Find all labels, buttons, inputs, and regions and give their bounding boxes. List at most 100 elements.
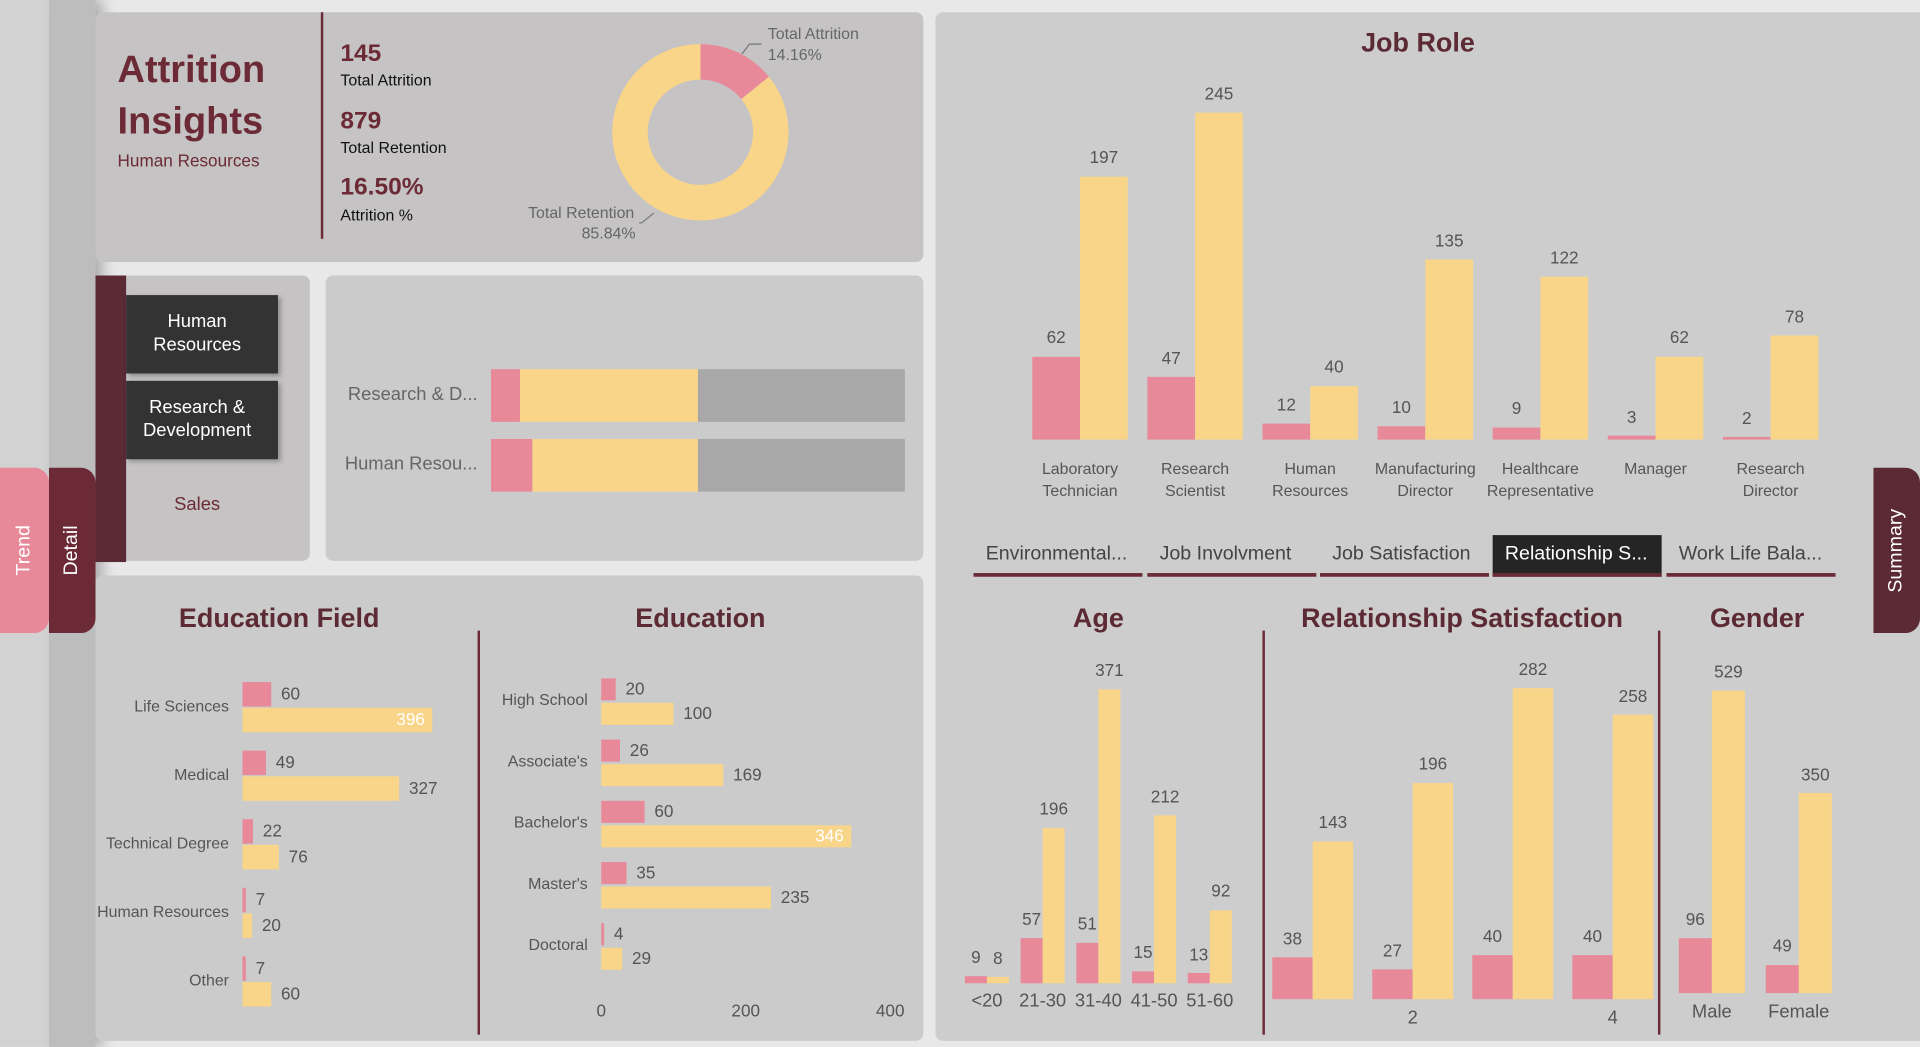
tab-label[interactable]: Work Life Bala...	[1678, 543, 1823, 565]
chart-title: Age	[1072, 602, 1124, 634]
chart-title: Education	[635, 602, 766, 634]
value-label: 2	[1741, 407, 1752, 428]
value-label: 396	[396, 709, 425, 729]
slicer-button[interactable]	[126, 380, 278, 460]
tab[interactable]	[1666, 535, 1836, 577]
x-tick-label: Male	[1691, 1001, 1732, 1023]
value-label: 96	[1685, 909, 1705, 929]
bar	[1032, 356, 1081, 440]
bar	[1080, 176, 1128, 440]
value-label: 7	[255, 889, 266, 909]
value-label: 47	[1161, 347, 1181, 368]
bar	[1425, 259, 1474, 440]
x-tick-label: 200	[731, 1000, 761, 1021]
bar	[242, 750, 266, 776]
value-label: 26	[629, 739, 649, 760]
value-label: 197	[1089, 147, 1119, 168]
value-label: 100	[683, 703, 712, 723]
bar	[601, 886, 772, 909]
bar	[1711, 690, 1745, 994]
value-label: 9	[971, 947, 981, 967]
bar	[1612, 714, 1654, 1000]
y-tick-label: Associate's	[507, 751, 588, 771]
value-label: 76	[288, 846, 308, 867]
bar	[986, 976, 1009, 984]
y-tick-label: Technical Degree	[105, 833, 229, 853]
value-label: 122	[1549, 247, 1579, 268]
bar	[242, 776, 400, 801]
bar-segment	[491, 369, 520, 422]
bar	[1262, 423, 1311, 440]
value-label: 4	[613, 923, 624, 944]
value-label: 60	[281, 683, 301, 704]
donut-slice	[612, 44, 789, 221]
divider	[1262, 630, 1265, 1035]
bar	[1377, 426, 1426, 440]
value-label: 346	[815, 825, 844, 846]
slicer-button[interactable]	[126, 295, 278, 374]
value-label: 196	[1039, 798, 1068, 819]
bar	[1512, 688, 1554, 1000]
y-tick-label: Human Resou...	[344, 453, 478, 475]
chart-title: Education Field	[178, 602, 380, 634]
y-tick-label: Other	[189, 970, 229, 990]
tab[interactable]	[1492, 535, 1662, 577]
bar	[1209, 910, 1232, 984]
chart-title: Job Role	[1361, 27, 1475, 58]
tab-label[interactable]: Job Involvment	[1159, 543, 1292, 565]
bar	[1540, 276, 1589, 440]
tab-label[interactable]: Relationship S...	[1504, 543, 1648, 565]
kpi-value: 145	[340, 40, 382, 68]
value-label: 62	[1046, 327, 1066, 348]
value-label: 40	[1482, 925, 1503, 946]
tab[interactable]	[973, 535, 1143, 577]
bar	[1655, 356, 1704, 440]
y-tick-label: High School	[501, 690, 588, 709]
slicer-option[interactable]: Human Resources	[153, 311, 242, 356]
bar	[242, 956, 246, 981]
bar	[1770, 335, 1819, 440]
value-label: 196	[1418, 753, 1448, 774]
value-label: 15	[1133, 942, 1153, 962]
value-label: 327	[408, 777, 438, 798]
value-label: 13	[1189, 943, 1209, 964]
value-label: 12	[1276, 394, 1296, 415]
tab-label[interactable]: Job Satisfaction	[1332, 543, 1471, 565]
slicer-option[interactable]: Research & Development	[143, 397, 252, 441]
divider	[477, 630, 481, 1035]
value-label: 92	[1211, 881, 1231, 901]
bar	[1147, 376, 1196, 440]
leader-line	[741, 43, 762, 55]
value-label: 212	[1150, 786, 1180, 806]
bar	[242, 707, 433, 733]
tab[interactable]	[1147, 535, 1317, 577]
bar	[1607, 435, 1656, 440]
value-label: 7	[255, 957, 266, 978]
tab[interactable]	[1320, 535, 1489, 577]
x-tick-label: Research Scientist	[1161, 459, 1230, 500]
bar	[1372, 969, 1413, 1000]
bar	[242, 982, 272, 1007]
x-tick-label: 4	[1607, 1007, 1618, 1029]
tab-label[interactable]: Environmental...	[985, 543, 1128, 565]
value-label: 371	[1095, 660, 1124, 680]
bar	[1312, 841, 1354, 1000]
value-label: 29	[631, 948, 652, 968]
x-tick-label: <20	[971, 990, 1003, 1012]
dashboard-title: Attrition Insights	[117, 47, 266, 143]
value-label: 40	[1324, 357, 1344, 377]
value-label: 20	[625, 678, 645, 699]
bar	[1310, 386, 1358, 440]
slice-value-label: 85.84%	[581, 223, 636, 243]
x-tick-label: 400	[875, 1000, 905, 1021]
kpi-value: 879	[340, 107, 382, 135]
slicer-option[interactable]: Sales	[174, 494, 221, 516]
value-label: 78	[1784, 306, 1805, 327]
slicer-accent	[95, 275, 127, 563]
x-tick-label: 21-30	[1019, 990, 1067, 1012]
slice-value-label: 14.16%	[767, 45, 822, 64]
value-label: 20	[261, 915, 281, 935]
value-label: 169	[733, 764, 762, 784]
